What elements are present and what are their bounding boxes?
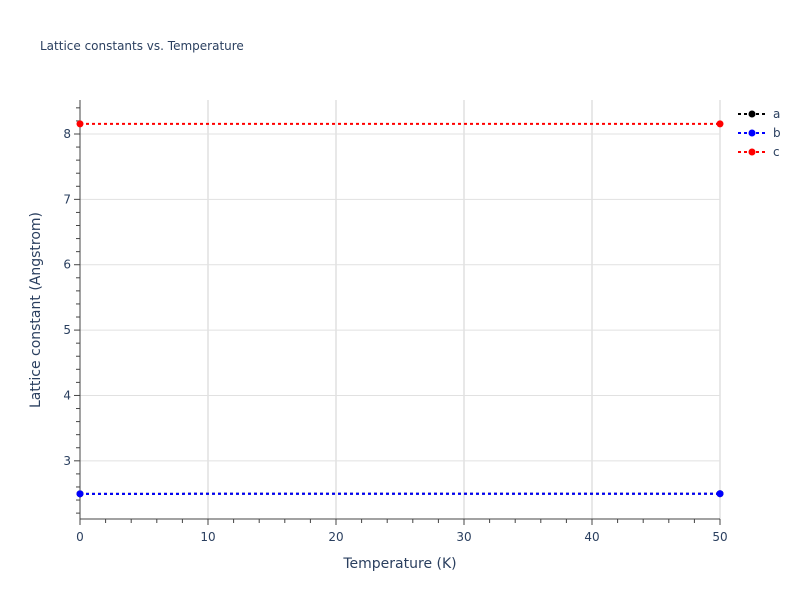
legend-item-b[interactable]: b (738, 126, 781, 140)
legend-marker-b (748, 129, 756, 137)
legend-marker-a (748, 110, 756, 118)
legend-item-c[interactable]: c (738, 145, 780, 159)
series-c (76, 120, 724, 128)
legend[interactable]: abc (738, 107, 781, 159)
series-layer (76, 120, 724, 498)
data-point-b (716, 490, 724, 498)
legend-label-c: c (773, 145, 780, 159)
x-axis-label: Temperature (K) (342, 556, 456, 572)
chart-title: Lattice constants vs. Temperature (40, 39, 244, 53)
legend-label-b: b (773, 126, 781, 140)
x-tick-label: 0 (76, 530, 84, 544)
legend-item-a[interactable]: a (738, 107, 780, 121)
y-tick-label: 6 (63, 258, 71, 272)
x-tick-label: 40 (584, 530, 599, 544)
series-b (76, 490, 724, 498)
legend-label-a: a (773, 107, 780, 121)
x-tick-label: 20 (328, 530, 343, 544)
data-point-c (716, 120, 724, 128)
y-tick-label: 5 (63, 323, 71, 337)
x-tick-label: 50 (712, 530, 727, 544)
y-tick-label: 8 (63, 127, 71, 141)
y-tick-label: 3 (63, 454, 71, 468)
legend-marker-c (748, 148, 756, 156)
y-tick-label: 7 (63, 192, 71, 206)
axes: 0 10 20 30 40 50 3 4 5 6 7 8 (63, 100, 728, 544)
y-axis-label: Lattice constant (Angstrom) (28, 212, 44, 408)
grid (80, 100, 721, 519)
data-point-c (76, 120, 84, 128)
x-tick-label: 10 (200, 530, 215, 544)
data-point-b (76, 490, 84, 498)
x-tick-label: 30 (456, 530, 471, 544)
y-tick-label: 4 (63, 388, 71, 402)
